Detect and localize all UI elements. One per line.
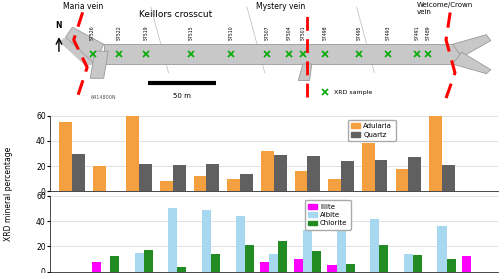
Text: 57526: 57526	[90, 25, 95, 40]
Bar	[144, 250, 153, 272]
Bar	[59, 122, 72, 191]
Bar	[413, 255, 422, 272]
Bar	[336, 227, 345, 272]
Text: Keillors crosscut: Keillors crosscut	[138, 10, 212, 19]
Text: Maria vein: Maria vein	[64, 2, 104, 11]
Bar	[244, 245, 254, 272]
Bar	[92, 166, 106, 191]
Bar	[379, 245, 388, 272]
Text: 57504: 57504	[287, 25, 292, 40]
Text: Mystery vein: Mystery vein	[256, 2, 305, 11]
Bar	[446, 259, 456, 272]
Legend: Illite, Albite, Chlorite: Illite, Albite, Chlorite	[304, 200, 351, 230]
Bar	[206, 164, 219, 191]
Bar	[72, 153, 85, 191]
Text: 57493: 57493	[386, 25, 390, 40]
Text: 57491: 57491	[414, 25, 420, 40]
Bar	[442, 165, 455, 191]
Bar	[228, 179, 240, 191]
Bar	[194, 176, 206, 191]
Text: XRD sample: XRD sample	[334, 90, 372, 94]
Polygon shape	[453, 52, 491, 74]
Bar	[341, 161, 354, 191]
Bar	[328, 265, 336, 272]
Text: 57510: 57510	[228, 25, 234, 40]
Bar	[211, 254, 220, 272]
Bar	[438, 226, 446, 272]
Bar	[362, 143, 374, 191]
Polygon shape	[453, 35, 491, 57]
Bar	[139, 164, 152, 191]
Bar	[202, 210, 211, 272]
Polygon shape	[90, 51, 108, 78]
Text: XRD mineral percentage: XRD mineral percentage	[4, 147, 14, 241]
Bar	[303, 230, 312, 272]
Text: 57498: 57498	[322, 25, 328, 40]
Bar	[294, 171, 308, 191]
Bar	[462, 256, 471, 272]
Bar	[274, 155, 286, 191]
Bar	[269, 254, 278, 272]
Bar	[261, 151, 274, 191]
Polygon shape	[59, 37, 95, 66]
Polygon shape	[298, 64, 312, 81]
Text: 57495: 57495	[356, 25, 362, 40]
Bar	[328, 179, 341, 191]
Polygon shape	[66, 27, 104, 64]
Bar	[168, 209, 177, 272]
Bar	[178, 266, 186, 272]
Bar	[370, 219, 379, 272]
Bar	[294, 259, 303, 272]
Bar	[236, 216, 244, 272]
Text: N: N	[56, 21, 62, 30]
Bar	[396, 169, 408, 191]
Bar	[278, 241, 287, 272]
Bar	[429, 109, 442, 191]
Bar	[92, 262, 101, 272]
Bar	[110, 256, 119, 272]
Text: 57515: 57515	[188, 25, 194, 40]
Bar	[240, 174, 253, 191]
Polygon shape	[104, 44, 462, 64]
Text: 57519: 57519	[144, 25, 148, 40]
Bar	[374, 160, 388, 191]
Bar	[308, 156, 320, 191]
Legend: Adularia, Quartz: Adularia, Quartz	[348, 120, 396, 141]
Text: 57522: 57522	[117, 25, 122, 40]
Bar	[126, 116, 139, 191]
Bar	[312, 251, 321, 272]
Bar	[346, 264, 354, 272]
Bar	[408, 157, 421, 191]
Bar	[134, 253, 143, 272]
Bar	[404, 254, 413, 272]
Text: 57489: 57489	[426, 25, 430, 40]
Bar	[260, 262, 269, 272]
Text: 50 m: 50 m	[173, 93, 191, 99]
Text: Welcome/Crown
vein: Welcome/Crown vein	[417, 2, 473, 16]
Text: 57507: 57507	[264, 25, 270, 40]
Bar	[160, 181, 173, 191]
Text: 6414800N: 6414800N	[90, 95, 116, 100]
Text: 57501: 57501	[300, 25, 306, 40]
Bar	[173, 165, 186, 191]
